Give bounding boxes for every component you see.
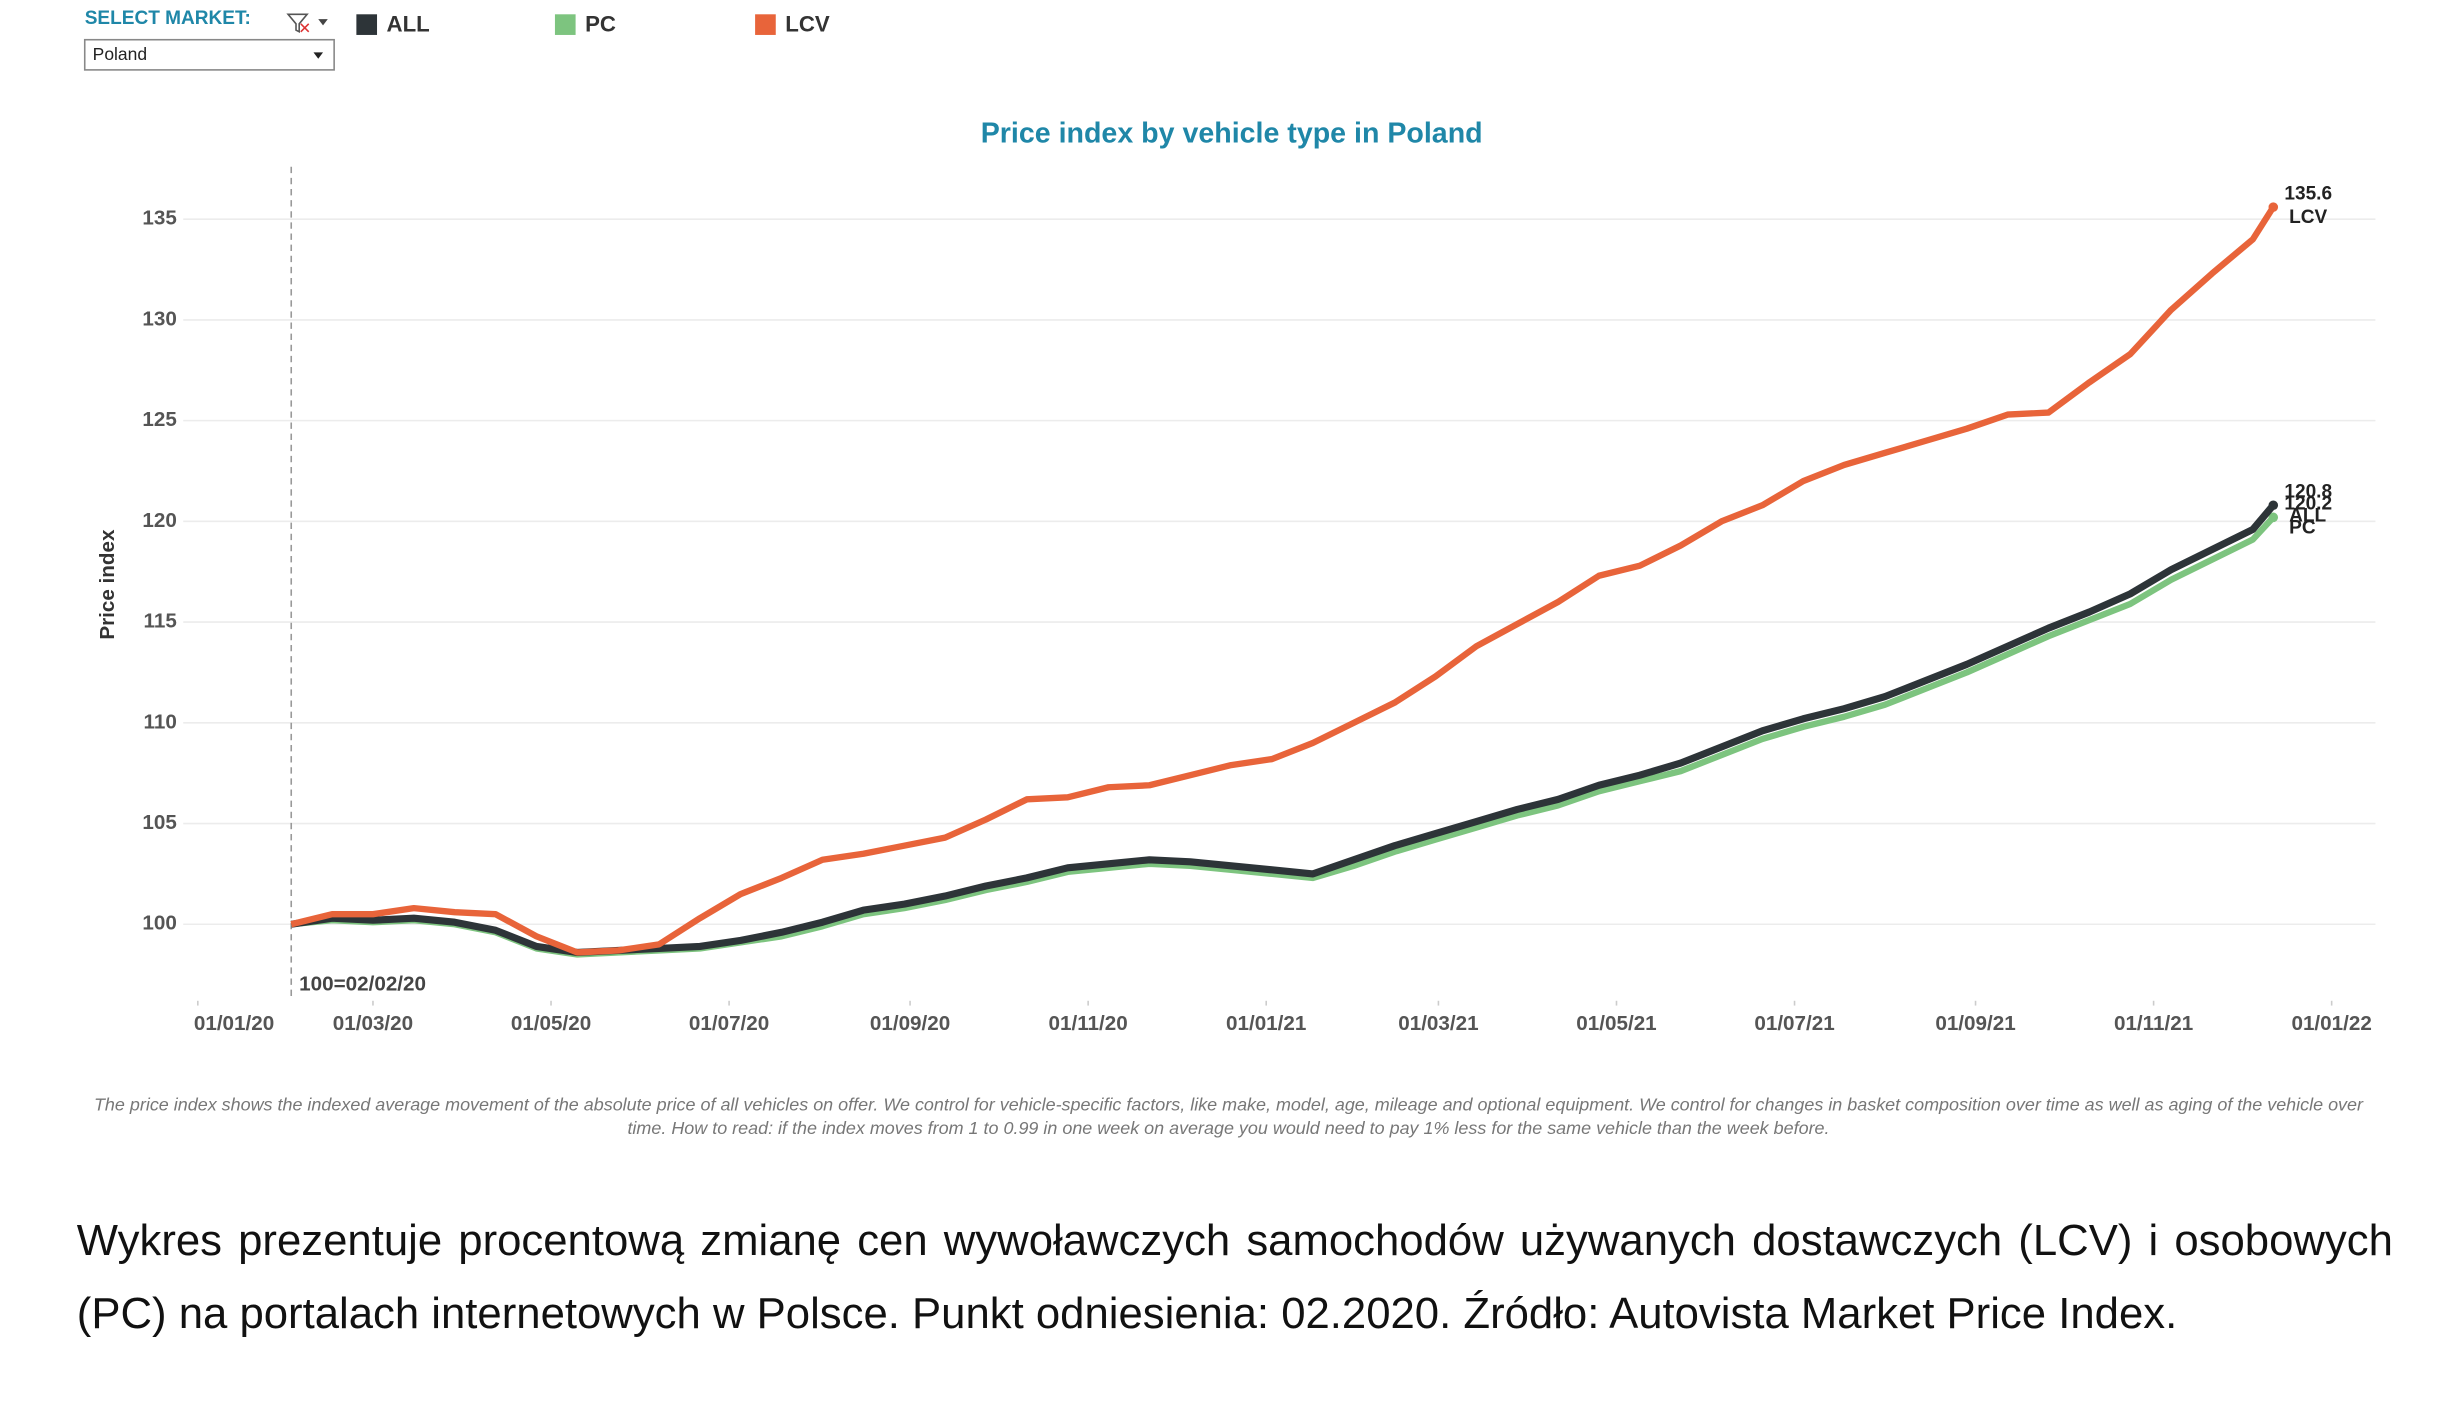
x-tick-label: 01/09/20 xyxy=(870,1012,950,1035)
y-tick-label: 110 xyxy=(144,710,177,733)
x-tick-label: 01/01/21 xyxy=(1226,1012,1306,1035)
filter-clear[interactable] xyxy=(300,23,310,33)
y-tick-label: 115 xyxy=(144,610,177,633)
legend-label[interactable]: PC xyxy=(585,11,616,36)
caption: Wykres prezentuje procentową zmianę cen … xyxy=(76,1215,2393,1338)
dropdown-arrow[interactable] xyxy=(313,52,324,59)
y-axis-label: Price index xyxy=(96,529,119,640)
x-tick-label: 01/09/21 xyxy=(1935,1012,2015,1035)
select-label: SELECT MARKET: xyxy=(85,8,251,29)
chart-title: Price index by vehicle type in Poland xyxy=(981,118,1483,150)
series-line xyxy=(290,515,2276,958)
dropdown-box[interactable] xyxy=(83,38,335,71)
end-value-label: 135.6 xyxy=(2284,183,2332,204)
footnote: The price index shows the indexed averag… xyxy=(93,1096,2364,1140)
end-point xyxy=(2268,500,2279,510)
end-value-label: 120.2 xyxy=(2284,494,2332,515)
market-dropdown[interactable]: Poland xyxy=(83,38,335,71)
end-name-label: ALL xyxy=(2289,505,2326,526)
y-tick-label: 125 xyxy=(142,408,176,431)
y-tick-label: 120 xyxy=(142,509,176,532)
x-tick-label: 01/11/20 xyxy=(1049,1012,1128,1035)
series-line xyxy=(290,205,2276,956)
y-tick-label: 105 xyxy=(142,811,176,834)
x-tick-label: 01/05/20 xyxy=(511,1012,591,1035)
y-tick-label: 100 xyxy=(142,912,176,935)
dropdown-value[interactable]: Poland xyxy=(93,44,147,64)
legend-swatch[interactable] xyxy=(755,14,776,35)
end-point xyxy=(2268,202,2279,212)
reference-label: 100=02/02/20 xyxy=(299,972,426,995)
y-tick-label: 130 xyxy=(142,307,176,330)
end-value-label: 120.8 xyxy=(2284,482,2332,503)
filter-arrow[interactable] xyxy=(318,19,328,26)
end-point xyxy=(2268,512,2279,523)
caption-box: Wykres prezentuje procentową zmianę cen … xyxy=(76,1215,2393,1338)
x-tick-label: 01/01/22 xyxy=(2291,1012,2371,1035)
y-tick-label: 135 xyxy=(142,207,176,230)
x-tick-label: 01/03/21 xyxy=(1398,1012,1478,1035)
x-tick-label: 01/03/20 xyxy=(333,1012,413,1035)
end-name-label: LCV xyxy=(2289,207,2327,228)
legend-swatch[interactable] xyxy=(554,14,576,35)
filter-funnel[interactable] xyxy=(286,13,309,34)
legend-swatch[interactable] xyxy=(356,14,378,35)
legend-label[interactable]: LCV xyxy=(785,11,830,36)
x-tick-label: 01/11/21 xyxy=(2114,1012,2193,1035)
filter-icon[interactable] xyxy=(286,13,328,34)
x-tick-label: 01/01/20 xyxy=(194,1012,274,1035)
x-tick-label: 01/07/20 xyxy=(689,1012,769,1035)
end-name-label: PC xyxy=(2289,517,2316,538)
footnote-box: The price index shows the indexed averag… xyxy=(93,1096,2364,1140)
x-tick-label: 01/07/21 xyxy=(1754,1012,1834,1035)
series-line xyxy=(290,502,2277,957)
x-tick-label: 01/05/21 xyxy=(1576,1012,1656,1035)
legend-label[interactable]: ALL xyxy=(387,11,430,36)
